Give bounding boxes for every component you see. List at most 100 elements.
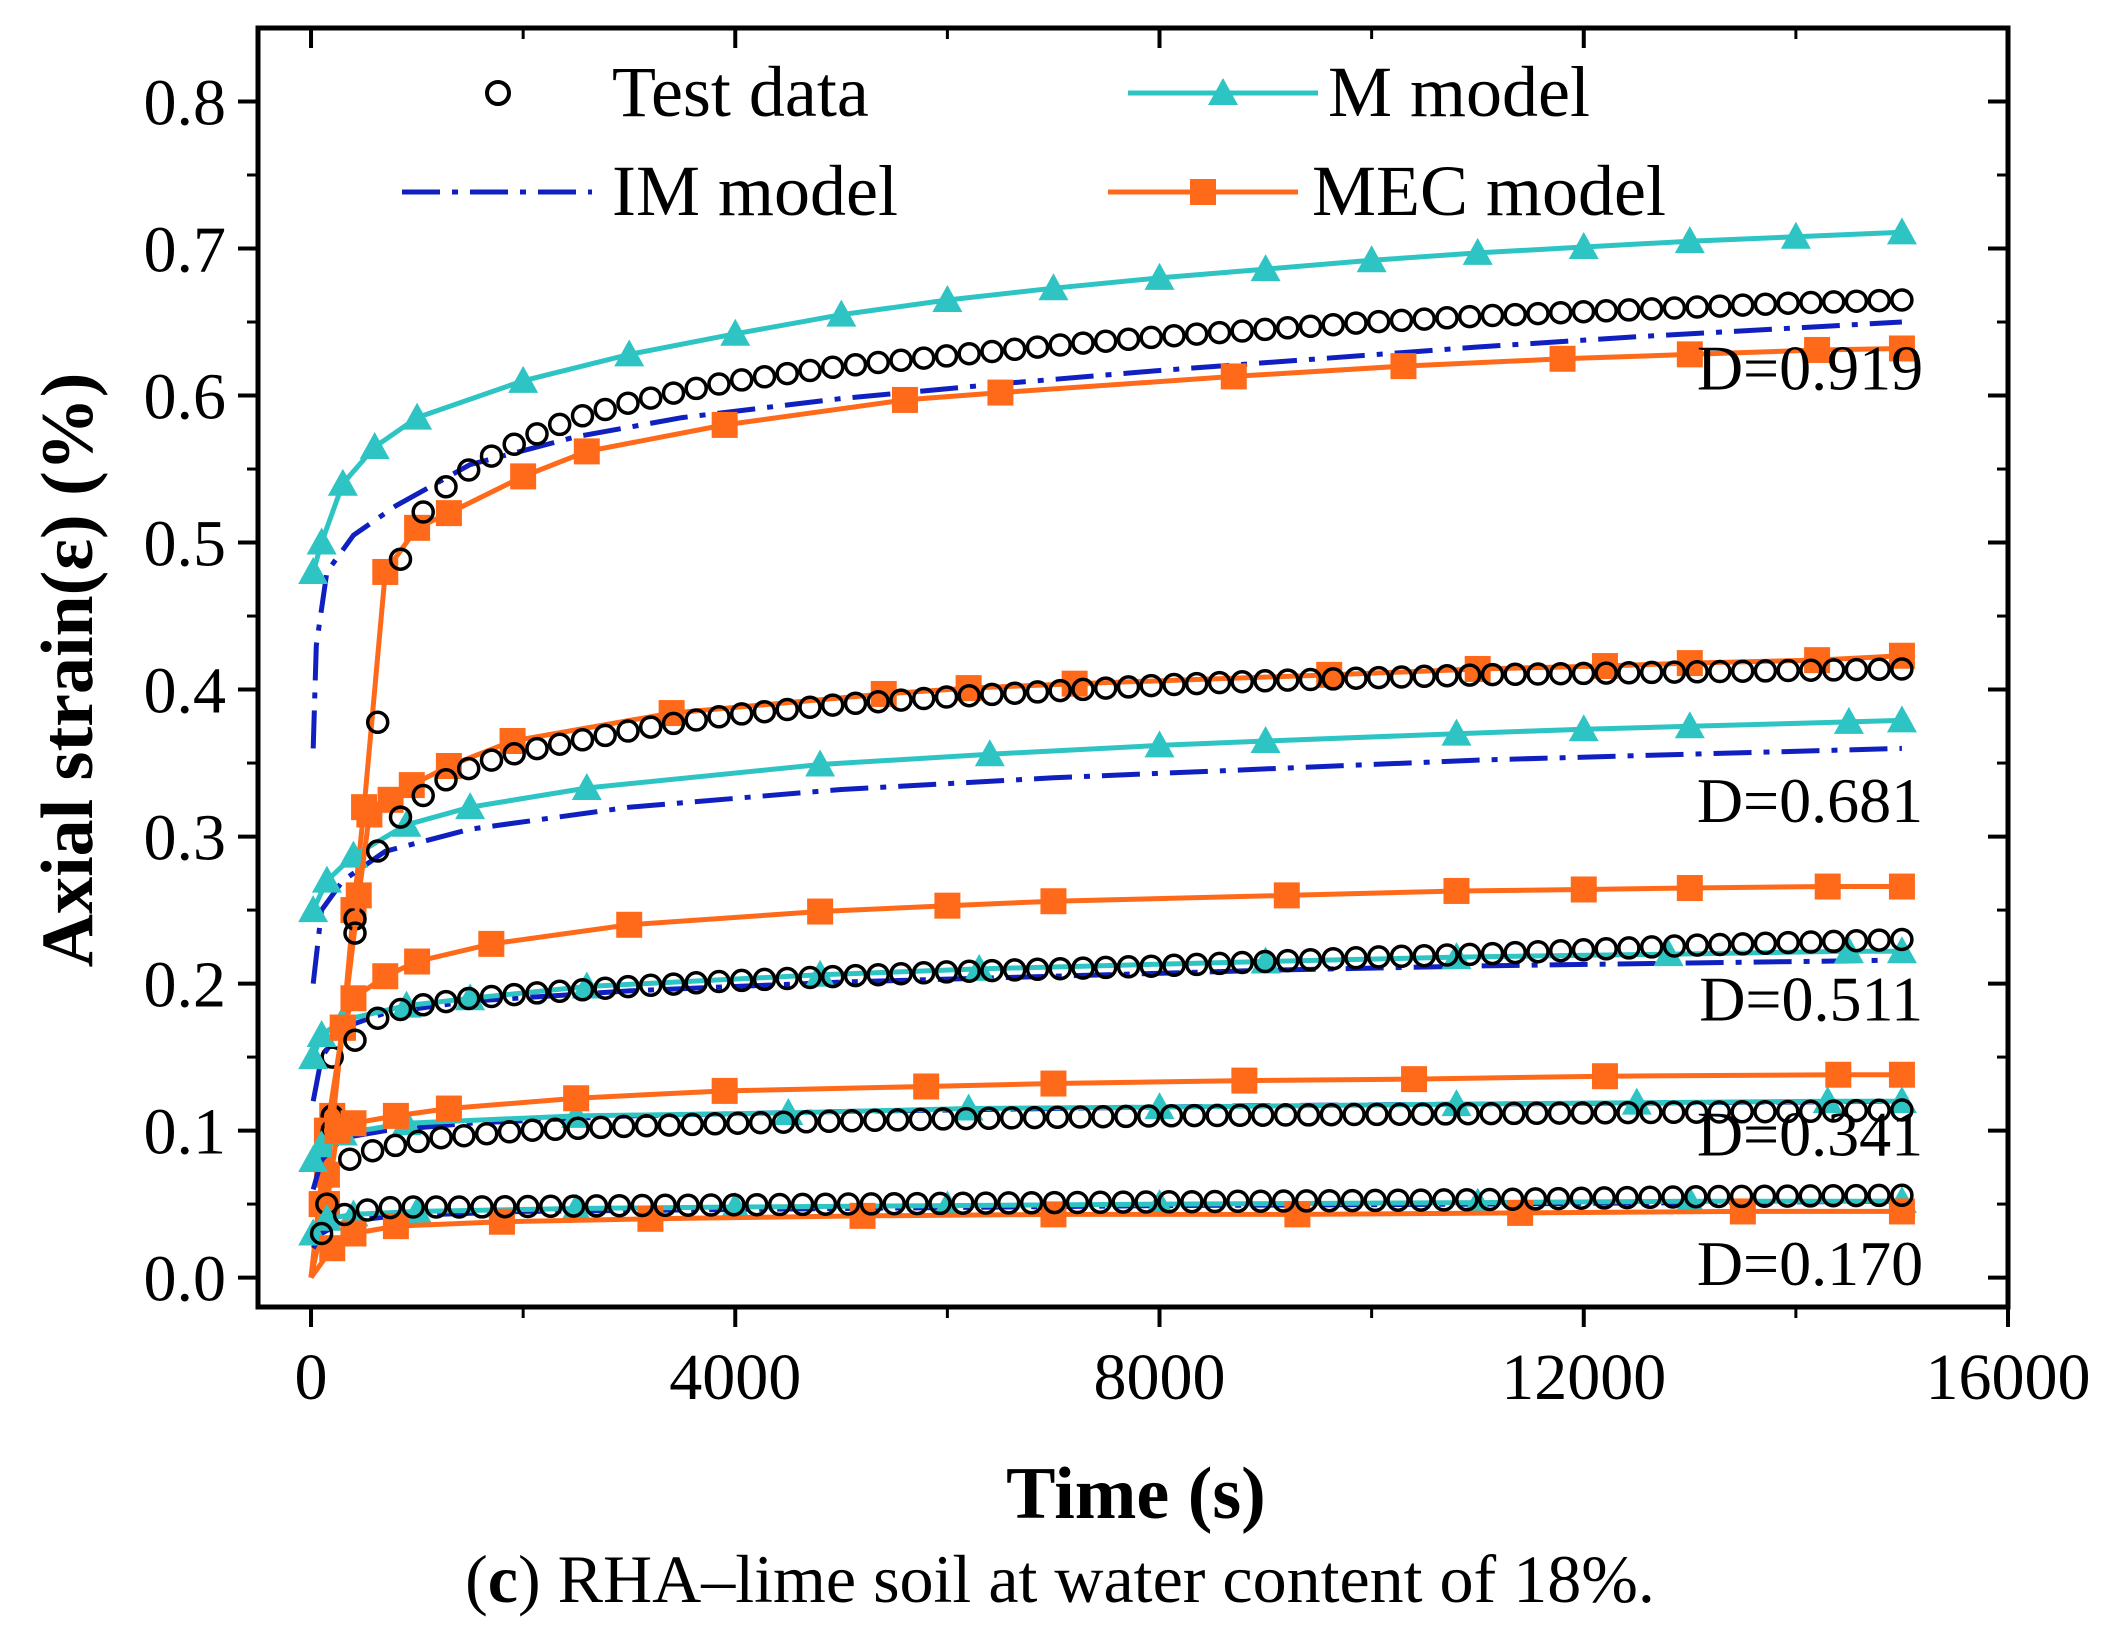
m-model-marker: [508, 365, 539, 393]
test-data-point: [434, 989, 458, 1014]
test-data-point: [1616, 1100, 1640, 1125]
test-data-point: [1321, 312, 1345, 337]
test-data-point: [1821, 929, 1846, 954]
mec-model-marker: [1273, 882, 1300, 909]
test-data-point: [1271, 1189, 1296, 1213]
mec-model-marker: [1676, 875, 1703, 902]
m-model-marker: [826, 299, 857, 327]
test-data-point: [661, 711, 686, 736]
m-model-marker: [1621, 1087, 1652, 1115]
test-data-point: [593, 723, 617, 748]
test-data-point: [840, 1109, 864, 1133]
test-data-point: [343, 921, 367, 945]
test-data-point: [957, 341, 981, 366]
m-model-marker: [306, 527, 337, 555]
test-data-point: [1002, 958, 1027, 982]
m-model-marker: [402, 402, 433, 430]
test-data-point: [1321, 946, 1345, 971]
test-data-point: [1071, 956, 1095, 980]
test-data-point: [1617, 661, 1641, 685]
mec-model-marker: [1220, 363, 1247, 390]
mec-model-marker: [1888, 873, 1915, 900]
test-data-point: [1162, 323, 1186, 348]
test-data-point: [1432, 1188, 1456, 1212]
test-data-point: [911, 346, 936, 370]
m-model-marker: [1462, 237, 1493, 265]
test-data-point: [951, 1191, 975, 1215]
test-data-point: [1571, 938, 1596, 962]
test-data-point: [1065, 1190, 1090, 1215]
legend: Test data M model IM model MEC model: [402, 52, 1666, 231]
mec-model-marker: [1804, 336, 1831, 363]
test-data-point: [1230, 950, 1254, 975]
test-data-point: [538, 1194, 563, 1219]
test-data-point: [1500, 1187, 1525, 1211]
test-data-point: [1706, 1184, 1731, 1209]
mec-model-marker: [345, 882, 372, 909]
m-model-marker: [1674, 711, 1705, 739]
mec-model-marker: [435, 500, 462, 527]
test-data-point: [1207, 951, 1232, 976]
test-data-point: [934, 344, 959, 368]
test-data-point: [1071, 677, 1095, 702]
mec-model-marker: [1549, 345, 1576, 372]
test-data-point: [638, 715, 663, 739]
test-data-point: [1639, 660, 1664, 685]
test-data-point: [1548, 661, 1573, 686]
m-model-marker: [1568, 232, 1599, 260]
test-data-point: [638, 386, 663, 410]
test-data-point: [1547, 1101, 1572, 1125]
test-data-point: [1412, 943, 1436, 968]
mec-model-marker: [1040, 1070, 1067, 1097]
legend-im-label: IM model: [612, 151, 898, 231]
test-data-point: [1799, 290, 1823, 315]
test-data-point: [1071, 331, 1095, 355]
test-data-point: [309, 1221, 334, 1246]
test-data-point: [836, 1192, 861, 1216]
test-data-point: [411, 500, 435, 524]
curve-label: D=0.511: [1699, 963, 1923, 1034]
mec-model-marker: [340, 985, 367, 1012]
test-data-point: [1776, 1099, 1800, 1124]
test-data-point: [1548, 938, 1573, 963]
test-data-point: [1091, 1104, 1115, 1129]
test-data-point: [1134, 1190, 1158, 1214]
curve-set-2: [298, 873, 1917, 1278]
test-data-point: [1116, 955, 1141, 979]
test-data-point: [1162, 953, 1186, 978]
test-data-point: [1844, 928, 1869, 953]
test-data-point: [543, 1117, 567, 1142]
test-data-point: [1456, 1101, 1480, 1126]
mec-model-marker: [435, 1095, 462, 1122]
test-data-point: [1184, 322, 1209, 346]
x-axis-label: Time (s): [1006, 1453, 1266, 1535]
test-data-point: [1571, 299, 1596, 324]
test-data-point: [1002, 681, 1027, 705]
axes: 0 4000 8000 12000 16000 0.0 0.1 0.2 0.3 0.4 0.5 0.6…: [144, 25, 2091, 1414]
test-data-point: [1503, 940, 1527, 965]
test-data-point: [1366, 665, 1391, 690]
test-data-point: [479, 984, 504, 1009]
test-data-point: [817, 1109, 841, 1134]
test-data-point: [570, 404, 595, 428]
test-data-point: [1296, 1103, 1321, 1127]
test-data-point: [684, 708, 708, 732]
test-data-point: [790, 1192, 815, 1217]
test-data-point: [1228, 1103, 1252, 1128]
test-data-point: [1298, 947, 1323, 972]
test-data-point: [1684, 1184, 1708, 1209]
m-model-marker: [1250, 254, 1281, 282]
test-data-point: [502, 982, 526, 1007]
test-data-point: [1184, 952, 1209, 977]
test-data-point: [1457, 942, 1482, 967]
test-data-point: [1524, 1101, 1549, 1126]
test-data-point: [680, 1112, 704, 1137]
test-data-point: [775, 966, 799, 991]
m-model-marker: [571, 773, 602, 801]
test-data-point: [406, 1129, 430, 1154]
test-data-point: [1139, 954, 1163, 978]
test-data-point: [820, 964, 845, 989]
mec-model-marker: [1591, 1063, 1618, 1090]
y-tick-label: 0.1: [144, 1096, 227, 1169]
